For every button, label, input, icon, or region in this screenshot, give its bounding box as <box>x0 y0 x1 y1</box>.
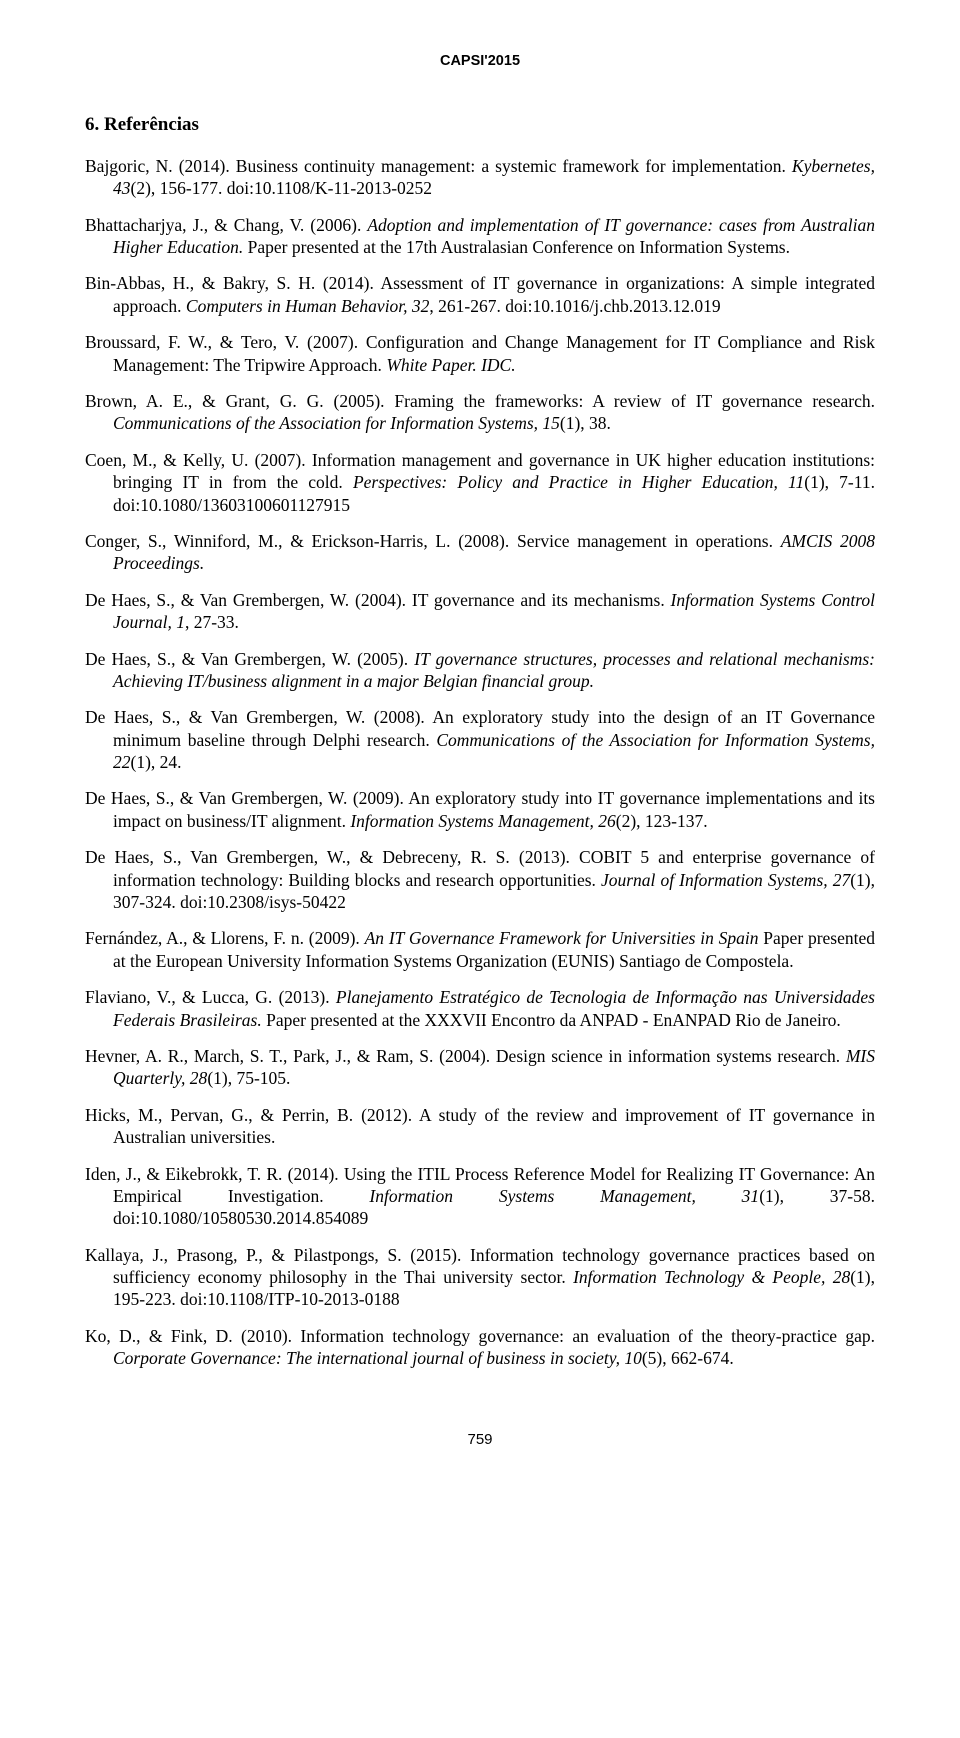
reference-entry: Ko, D., & Fink, D. (2010). Information t… <box>85 1325 875 1370</box>
reference-entry: De Haes, S., Van Grembergen, W., & Debre… <box>85 846 875 913</box>
page-header: CAPSI'2015 <box>85 52 875 71</box>
reference-entry: Flaviano, V., & Lucca, G. (2013). Planej… <box>85 986 875 1031</box>
reference-entry: Iden, J., & Eikebrokk, T. R. (2014). Usi… <box>85 1163 875 1230</box>
section-title: 6. Referências <box>85 113 875 137</box>
reference-entry: Hevner, A. R., March, S. T., Park, J., &… <box>85 1045 875 1090</box>
reference-entry: De Haes, S., & Van Grembergen, W. (2009)… <box>85 787 875 832</box>
reference-entry: Coen, M., & Kelly, U. (2007). Informatio… <box>85 449 875 516</box>
reference-entry: De Haes, S., & Van Grembergen, W. (2008)… <box>85 706 875 773</box>
references-list: Bajgoric, N. (2014). Business continuity… <box>85 155 875 1370</box>
reference-entry: De Haes, S., & Van Grembergen, W. (2005)… <box>85 648 875 693</box>
page-number: 759 <box>85 1430 875 1449</box>
reference-entry: Brown, A. E., & Grant, G. G. (2005). Fra… <box>85 390 875 435</box>
reference-entry: Hicks, M., Pervan, G., & Perrin, B. (201… <box>85 1104 875 1149</box>
reference-entry: Kallaya, J., Prasong, P., & Pilastpongs,… <box>85 1244 875 1311</box>
reference-entry: Bajgoric, N. (2014). Business continuity… <box>85 155 875 200</box>
reference-entry: Conger, S., Winniford, M., & Erickson-Ha… <box>85 530 875 575</box>
reference-entry: Bhattacharjya, J., & Chang, V. (2006). A… <box>85 214 875 259</box>
reference-entry: De Haes, S., & Van Grembergen, W. (2004)… <box>85 589 875 634</box>
reference-entry: Broussard, F. W., & Tero, V. (2007). Con… <box>85 331 875 376</box>
reference-entry: Bin-Abbas, H., & Bakry, S. H. (2014). As… <box>85 272 875 317</box>
reference-entry: Fernández, A., & Llorens, F. n. (2009). … <box>85 927 875 972</box>
